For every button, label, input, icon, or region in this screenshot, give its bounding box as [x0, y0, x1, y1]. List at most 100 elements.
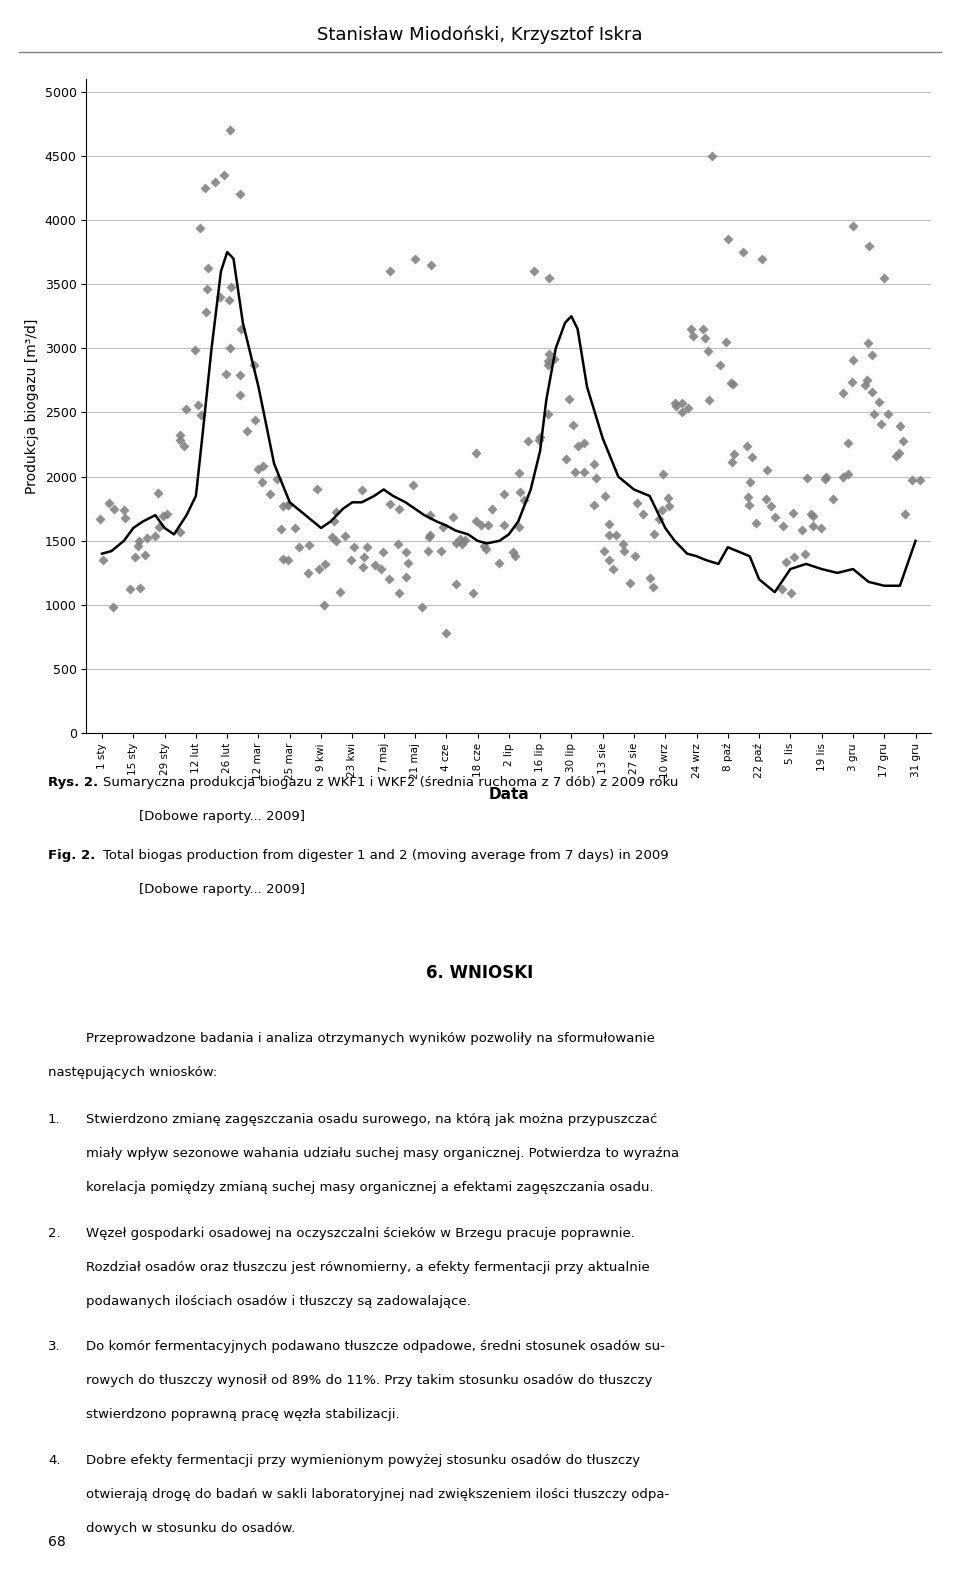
Point — [872, 390, 887, 415]
Point — [233, 317, 249, 342]
Point — [280, 547, 296, 572]
Point — [741, 492, 756, 517]
Point — [311, 557, 326, 582]
Point — [422, 503, 438, 528]
Point — [892, 440, 907, 465]
Point — [473, 513, 489, 538]
Point — [400, 550, 416, 576]
Point — [117, 506, 132, 531]
Point — [200, 276, 215, 301]
Point — [597, 484, 612, 509]
Point — [540, 349, 556, 374]
Point — [415, 595, 430, 620]
Point — [845, 347, 860, 372]
Point — [301, 531, 317, 557]
Point — [221, 287, 236, 312]
Text: stwierdzono poprawną pracę węzła stabilizacji.: stwierdzono poprawną pracę węzła stabili… — [86, 1408, 400, 1421]
Point — [137, 542, 153, 568]
Point — [507, 544, 522, 569]
Point — [759, 457, 775, 483]
Point — [570, 434, 586, 459]
Point — [576, 459, 591, 484]
Point — [718, 330, 733, 355]
Point — [300, 560, 316, 585]
Point — [355, 554, 371, 579]
Point — [794, 517, 809, 542]
Point — [804, 501, 819, 527]
Text: dowych w stosunku do osadów.: dowych w stosunku do osadów. — [86, 1522, 296, 1534]
Point — [448, 571, 464, 596]
Point — [280, 492, 296, 517]
Point — [198, 300, 213, 325]
Point — [232, 382, 248, 407]
Point — [805, 503, 821, 528]
Point — [347, 535, 362, 560]
Point — [513, 479, 528, 505]
Point — [512, 514, 527, 539]
Point — [685, 323, 701, 349]
Text: Total biogas production from digester 1 and 2 (moving average from 7 days) in 20: Total biogas production from digester 1 … — [103, 848, 668, 861]
Point — [826, 486, 841, 511]
Text: 6. WNIOSKI: 6. WNIOSKI — [426, 964, 534, 982]
Point — [324, 525, 339, 550]
Point — [602, 547, 617, 572]
Point — [540, 352, 556, 377]
Point — [660, 486, 676, 511]
Point — [739, 434, 755, 459]
Point — [680, 394, 695, 419]
Point — [896, 429, 911, 454]
Point — [723, 371, 738, 396]
Point — [779, 549, 794, 574]
Point — [106, 595, 121, 620]
Text: Dobre efekty fermentacji przy wymienionym powyżej stosunku osadów do tłuszczy: Dobre efekty fermentacji przy wymieniony… — [86, 1454, 640, 1467]
Point — [420, 524, 436, 549]
Point — [468, 442, 484, 467]
Point — [496, 481, 512, 506]
Point — [622, 571, 637, 596]
Point — [131, 533, 146, 558]
Point — [628, 542, 643, 568]
Point — [328, 528, 344, 554]
Point — [173, 427, 188, 453]
Point — [817, 467, 832, 492]
Point — [606, 557, 621, 582]
Point — [292, 535, 307, 560]
Point — [147, 524, 162, 549]
Point — [735, 240, 751, 265]
Text: 1.: 1. — [48, 1113, 60, 1126]
Point — [776, 514, 791, 539]
Point — [398, 565, 414, 590]
Point — [276, 546, 291, 571]
Text: 4.: 4. — [48, 1454, 60, 1467]
Point — [280, 492, 296, 517]
Point — [216, 162, 231, 188]
Text: korelacja pomiędzy zmianą suchej masy organicznej a efektami zagęszczania osadu.: korelacja pomiędzy zmianą suchej masy or… — [86, 1181, 654, 1194]
Point — [223, 118, 238, 144]
Point — [422, 522, 438, 547]
Point — [674, 401, 689, 426]
Point — [492, 550, 507, 576]
Point — [212, 284, 228, 309]
Point — [892, 413, 907, 438]
Point — [888, 443, 903, 468]
Point — [565, 412, 581, 437]
Point — [516, 487, 532, 513]
Point — [701, 388, 716, 413]
Point — [447, 530, 463, 555]
Point — [857, 372, 873, 397]
Point — [859, 367, 875, 393]
Text: [Dobowe raporty... 2009]: [Dobowe raporty... 2009] — [139, 883, 305, 896]
Point — [458, 528, 473, 554]
Point — [876, 265, 892, 290]
Point — [373, 557, 389, 582]
Point — [645, 574, 660, 599]
Point — [840, 431, 855, 456]
Point — [484, 495, 499, 520]
Point — [587, 494, 602, 519]
Point — [880, 401, 896, 426]
Point — [398, 539, 414, 565]
Point — [642, 566, 658, 591]
Point — [846, 214, 861, 240]
Point — [588, 465, 604, 490]
Point — [532, 424, 547, 449]
